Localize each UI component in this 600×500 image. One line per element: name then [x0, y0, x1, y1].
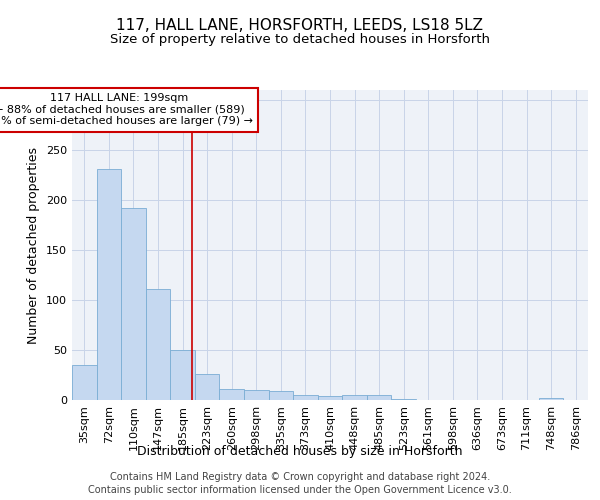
Bar — [244, 390, 269, 400]
Text: Contains HM Land Registry data © Crown copyright and database right 2024.: Contains HM Land Registry data © Crown c… — [110, 472, 490, 482]
Text: Contains public sector information licensed under the Open Government Licence v3: Contains public sector information licen… — [88, 485, 512, 495]
Y-axis label: Number of detached properties: Number of detached properties — [28, 146, 40, 344]
Bar — [539, 398, 563, 400]
Bar — [342, 395, 367, 400]
Bar — [293, 395, 318, 400]
Text: Size of property relative to detached houses in Horsforth: Size of property relative to detached ho… — [110, 32, 490, 46]
Bar — [97, 169, 121, 400]
Bar — [121, 208, 146, 400]
Bar — [170, 350, 195, 400]
Text: 117 HALL LANE: 199sqm
← 88% of detached houses are smaller (589)
12% of semi-det: 117 HALL LANE: 199sqm ← 88% of detached … — [0, 93, 253, 126]
Bar — [318, 396, 342, 400]
Bar — [146, 289, 170, 400]
Bar — [220, 389, 244, 400]
Bar — [72, 365, 97, 400]
Bar — [269, 391, 293, 400]
Text: 117, HALL LANE, HORSFORTH, LEEDS, LS18 5LZ: 117, HALL LANE, HORSFORTH, LEEDS, LS18 5… — [116, 18, 484, 32]
Bar — [391, 399, 416, 400]
Bar — [195, 374, 220, 400]
Text: Distribution of detached houses by size in Horsforth: Distribution of detached houses by size … — [137, 445, 463, 458]
Bar — [367, 395, 391, 400]
